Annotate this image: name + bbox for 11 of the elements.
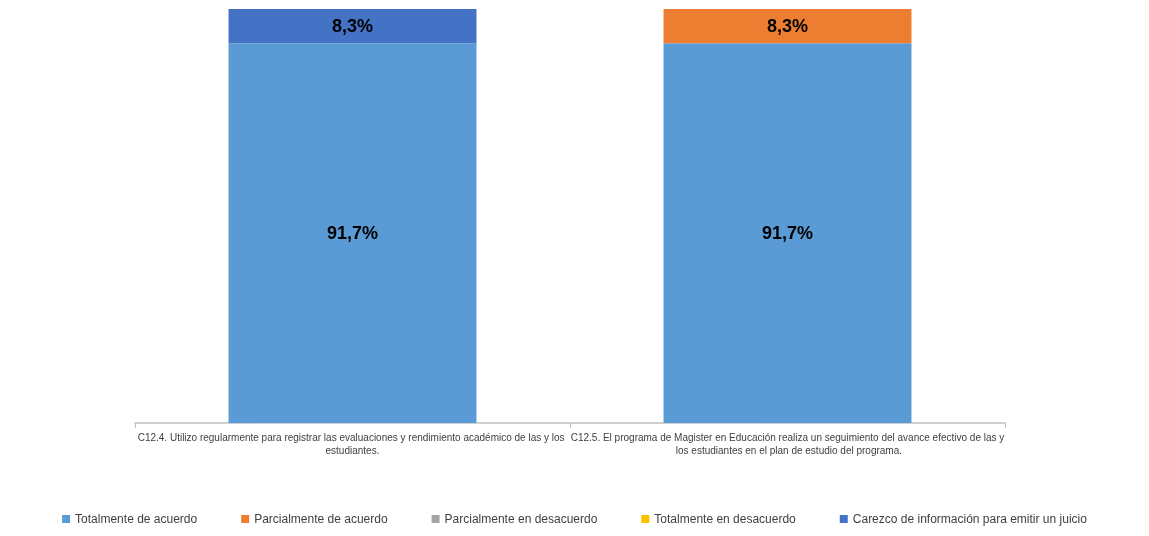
legend-label: Totalmente en desacuerdo	[654, 512, 797, 526]
x-tick-label: C12.4. Utilizo regularmente para registrar las evaluaciones y rendimiento académico de las y los estudiantes.	[137, 432, 568, 456]
data-label: 91,7%	[761, 223, 814, 244]
data-label: 8,3%	[766, 16, 809, 37]
legend-label: Parcialmente en desacuerdo	[444, 512, 598, 526]
data-label: 8,3%	[331, 16, 374, 37]
legend-label: Parcialmente de acuerdo	[254, 512, 388, 526]
data-label: 91,7%	[326, 223, 379, 244]
legend-label: Carezco de información para emitir un juicio	[852, 512, 1088, 526]
legend-label: Totalmente de acuerdo	[75, 512, 198, 526]
x-tick-label: C12.5. El programa de Magister en Educación realiza un seguimiento del avance efectivo de las y los estudiantes en el plan de estudio del programa.	[570, 432, 1005, 456]
